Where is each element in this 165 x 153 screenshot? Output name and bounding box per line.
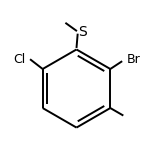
Text: Cl: Cl <box>13 53 26 66</box>
Text: Br: Br <box>127 54 140 66</box>
Text: S: S <box>78 25 87 39</box>
